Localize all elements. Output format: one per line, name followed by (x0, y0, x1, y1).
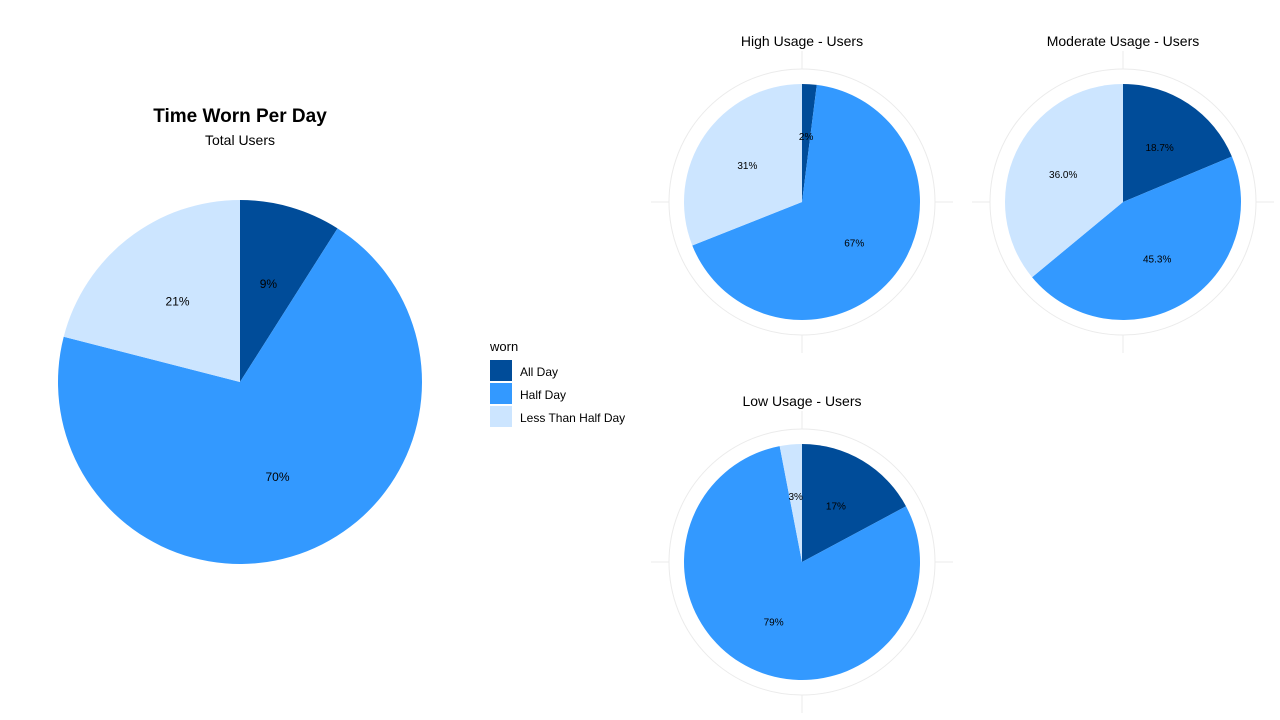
pie-slice-label-less-than-half-day: 3% (788, 492, 803, 503)
pie-slice-label-all-day: 18.7% (1145, 143, 1173, 154)
pie-slice-less-than-half-day (63, 200, 240, 382)
main-chart-title: Time Worn Per Day (153, 106, 327, 127)
pie-slice-half-day (692, 84, 920, 320)
legend: worn All Day Half Day Less Than Half Day (489, 339, 625, 427)
legend-title: worn (489, 339, 518, 354)
pie-low-usage: 17% 79% 3% (651, 411, 953, 713)
pie-total-users: 9% 70% 21% (57, 200, 422, 564)
legend-swatch-all-day (490, 360, 512, 381)
pie-high-usage: 2% 67% 31% (651, 51, 953, 353)
pie-slice-half-day (57, 228, 422, 564)
pie-slice-label-half-day: 45.3% (1143, 255, 1171, 266)
facet-title-low-usage: Low Usage - Users (742, 393, 861, 409)
facet-title-high-usage: High Usage - Users (741, 33, 863, 49)
pie-slice-all-day (240, 200, 338, 382)
pie-slice-label-half-day: 70% (266, 470, 290, 484)
main-chart-subtitle: Total Users (205, 132, 275, 148)
pie-slice-half-day (684, 446, 920, 681)
pie-slice-half-day (1032, 156, 1241, 320)
pie-slice-less-than-half-day (779, 444, 802, 562)
legend-swatch-half-day (490, 383, 512, 404)
pie-slice-less-than-half-day (1005, 84, 1123, 278)
pie-slice-all-day (1123, 84, 1232, 202)
legend-label-less-than-half-day: Less Than Half Day (520, 411, 625, 425)
legend-label-half-day: Half Day (520, 388, 566, 402)
pie-slice-label-all-day: 9% (260, 277, 278, 291)
pie-slice-label-less-than-half-day: 21% (166, 294, 190, 308)
pie-slice-label-all-day: 2% (799, 132, 814, 143)
pie-moderate-usage: 18.7% 45.3% 36.0% (972, 51, 1274, 353)
pie-slice-label-less-than-half-day: 36.0% (1049, 170, 1077, 181)
pie-slice-all-day (802, 84, 817, 202)
legend-swatch-less-than-half-day (490, 406, 512, 427)
legend-label-all-day: All Day (520, 365, 558, 379)
pie-slice-label-half-day: 67% (844, 239, 864, 250)
facet-title-moderate-usage: Moderate Usage - Users (1047, 33, 1200, 49)
pie-slice-label-half-day: 79% (764, 618, 784, 629)
pie-slice-all-day (802, 444, 907, 562)
pie-slice-less-than-half-day (684, 84, 802, 246)
pie-slice-label-all-day: 17% (826, 501, 846, 512)
pie-slice-label-less-than-half-day: 31% (737, 161, 757, 172)
